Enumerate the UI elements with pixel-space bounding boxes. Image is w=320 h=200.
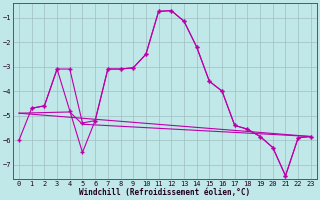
X-axis label: Windchill (Refroidissement éolien,°C): Windchill (Refroidissement éolien,°C) [79, 188, 251, 197]
